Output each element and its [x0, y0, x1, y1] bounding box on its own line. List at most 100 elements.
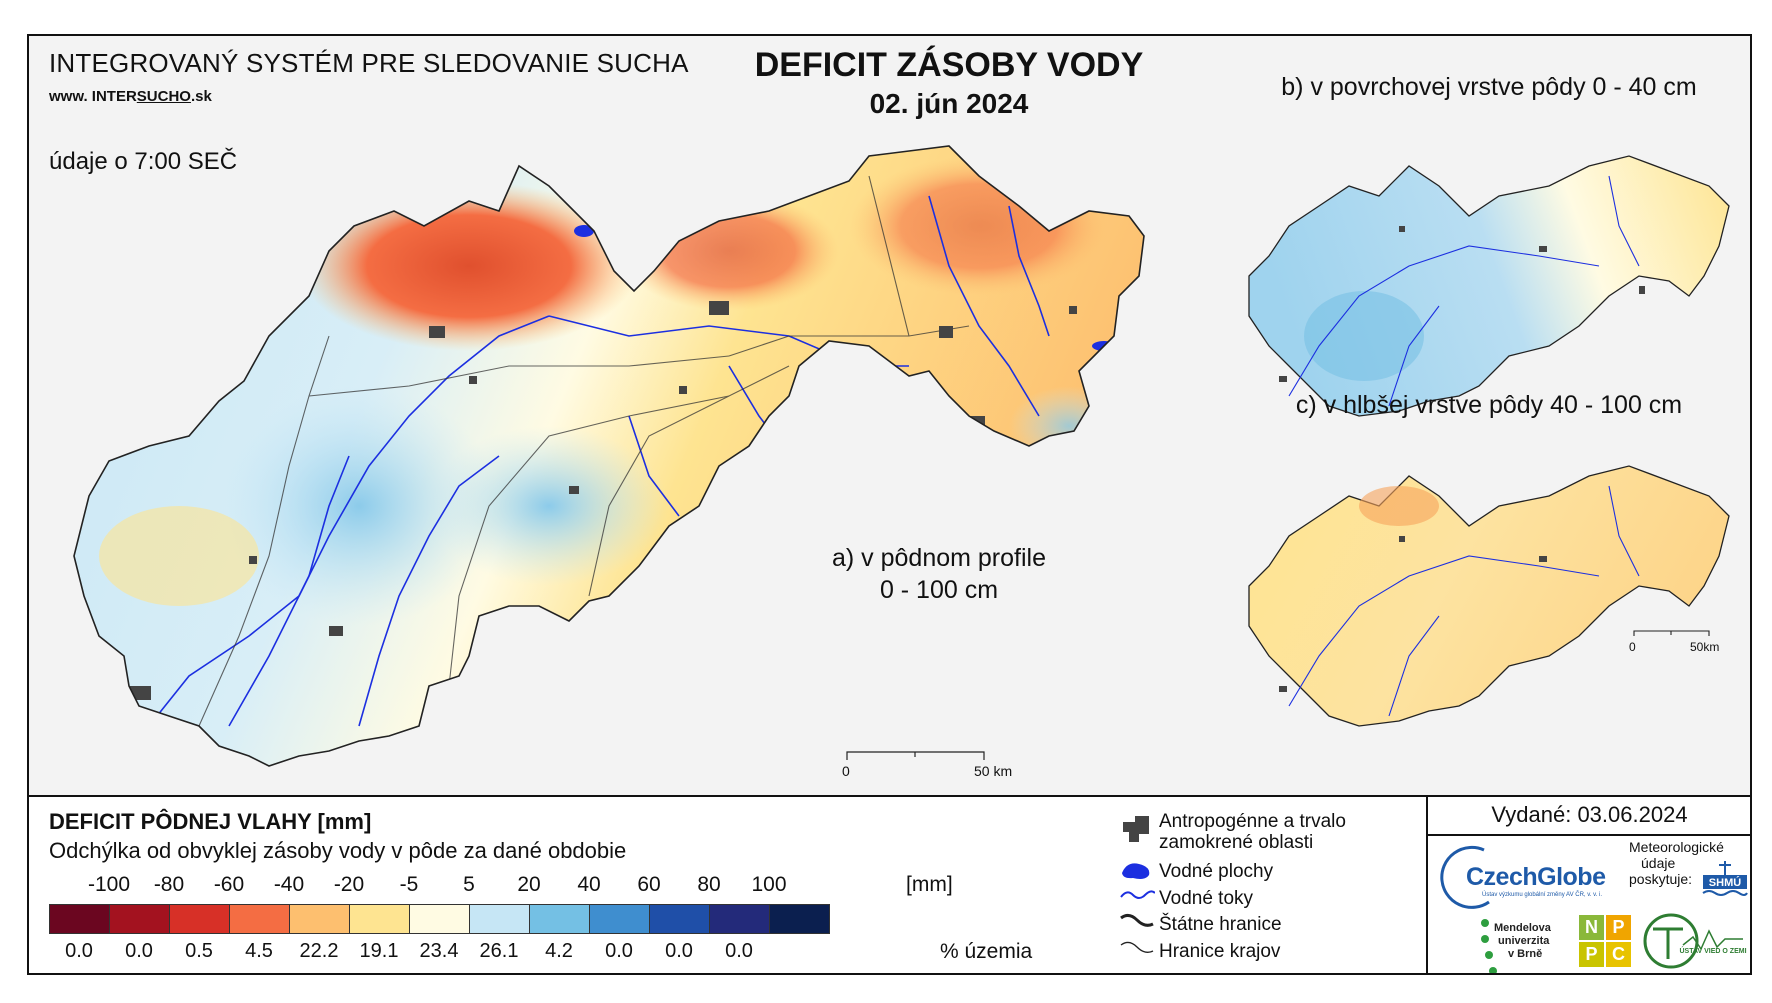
map-c — [1248, 465, 1730, 727]
main-title: DEFICIT ZÁSOBY VODY — [754, 46, 1144, 84]
symbol-river-label: Vodné toky — [1159, 888, 1254, 909]
scale-main-end: 50 km — [974, 763, 1013, 779]
shmu-logo-icon: SHMÚ — [1702, 861, 1748, 896]
nppc-p2: P — [1579, 942, 1604, 967]
mendel-line3: v Brně — [1508, 948, 1543, 960]
mendel-line1: Mendelova — [1494, 922, 1551, 934]
legend-pct-unit: % územia — [940, 940, 1033, 963]
legend-percent: 23.4 — [419, 940, 459, 962]
legend-percent: 0.0 — [65, 940, 93, 962]
meteo-line2: údaje — [1641, 855, 1676, 871]
water-body-icon — [1122, 863, 1150, 879]
svg-text:ÚSTAV VIED O ZEMI: ÚSTAV VIED O ZEMI — [1679, 946, 1746, 955]
legend-tick: -40 — [273, 873, 305, 896]
czechglobe-logo-text: CzechGlobe — [1466, 863, 1606, 891]
legend-tick: -100 — [87, 873, 131, 896]
map-c-label: c) v hlbšej vrstve pôdy 40 - 100 cm — [1295, 391, 1683, 419]
legend-swatch — [409, 904, 470, 934]
legend-percent: 4.5 — [245, 940, 273, 962]
legend-tick: -5 — [399, 873, 419, 896]
map-date: 02. jún 2024 — [869, 88, 1029, 119]
legend-swatch — [469, 904, 530, 934]
system-title: INTEGROVANÝ SYSTÉM PRE SLEDOVANIE SUCHA — [49, 48, 689, 78]
legend-percent: 4.2 — [545, 940, 573, 962]
legend-percent: 26.1 — [479, 940, 519, 962]
legend-tick: 100 — [751, 873, 787, 896]
scale-small-end: 50km — [1690, 640, 1720, 654]
mendel-text: Mendelova univerzita v Brně — [1494, 922, 1551, 961]
uvz-logo-icon: ÚSTAV VIED O ZEMI — [1643, 913, 1747, 969]
legend-swatch — [649, 904, 710, 934]
legend-subtitle: Odchýlka od obvyklej zásoby vody v pôde … — [49, 838, 627, 863]
map-a-label-line2: 0 - 100 cm — [879, 576, 999, 604]
legend-percent: 22.2 — [299, 940, 339, 962]
map-a-label-line1: a) v pôdnom profile — [831, 544, 1046, 572]
map-b-label: b) v povrchovej vrstve pôdy 0 - 40 cm — [1281, 73, 1697, 101]
legend-divider — [1426, 797, 1428, 973]
legend-swatch — [709, 904, 770, 934]
legend-swatch — [589, 904, 650, 934]
legend-panel: DEFICIT PÔDNEJ VLAHY [mm] Odchýlka od ob… — [29, 795, 1750, 973]
mendel-line2: univerzita — [1498, 935, 1550, 947]
main-map-fill — [74, 146, 1144, 766]
scale-bar-main — [846, 751, 985, 760]
scale-small-zero: 0 — [1629, 640, 1636, 654]
nppc-logo: N P P C — [1579, 915, 1631, 967]
legend-swatch — [49, 904, 110, 934]
rivers — [148, 195, 1050, 727]
issued-divider — [1426, 834, 1750, 836]
legend-tick: 60 — [637, 873, 661, 896]
symbol-water-label: Vodné plochy — [1159, 861, 1274, 882]
url-underlined: SUCHO — [136, 88, 191, 105]
legend-swatch — [229, 904, 290, 934]
region-borders — [198, 175, 970, 727]
urban-area-icon — [1123, 816, 1149, 842]
legend-swatch — [769, 904, 830, 934]
legend-percent: 0.5 — [185, 940, 213, 962]
symbol-state-border-label: Štátne hranice — [1159, 914, 1282, 935]
legend-title: DEFICIT PÔDNEJ VLAHY [mm] — [49, 809, 372, 834]
meteo-line3: poskytuje: — [1629, 871, 1693, 887]
legend-tick: 20 — [517, 873, 541, 896]
nppc-c: C — [1606, 942, 1631, 967]
legend-swatch — [529, 904, 590, 934]
meteo-provider: Meteorologické údaje poskytuje: — [1629, 839, 1724, 887]
url-suffix: .sk — [190, 88, 212, 105]
legend-tick: -60 — [213, 873, 245, 896]
scale-main-zero: 0 — [842, 763, 850, 779]
legend-tick: 5 — [463, 873, 475, 896]
map-frame: INTEGROVANÝ SYSTÉM PRE SLEDOVANIE SUCHA … — [27, 34, 1752, 975]
legend-swatch — [169, 904, 230, 934]
state-border-icon — [1120, 913, 1154, 927]
nppc-n: N — [1579, 915, 1604, 940]
url-prefix: www. INTER — [49, 88, 137, 105]
website-url[interactable]: www. INTERSUCHO.sk — [49, 88, 212, 105]
legend-swatch — [109, 904, 170, 934]
legend-percent: 0.0 — [125, 940, 153, 962]
symbol-urban-label: Antropogénne a trvalo zamokrené oblasti — [1159, 811, 1346, 853]
nppc-p1: P — [1606, 915, 1631, 940]
mendel-logo-icon — [1481, 919, 1497, 973]
legend-tick: -80 — [153, 873, 185, 896]
symbol-region-border-label: Hranice krajov — [1159, 941, 1281, 962]
water-body — [574, 225, 594, 237]
data-time: údaje o 7:00 SEČ — [49, 148, 238, 175]
main-map — [73, 145, 1145, 767]
czechglobe-subtitle: Ústav výzkumu globální změny AV ČR, v. v… — [1482, 892, 1603, 898]
legend-percent: 0.0 — [725, 940, 753, 962]
legend-tick: 40 — [577, 873, 601, 896]
legend-swatch — [289, 904, 350, 934]
legend-tick: 80 — [697, 873, 721, 896]
legend-percent: 0.0 — [665, 940, 693, 962]
region-border-icon — [1120, 941, 1154, 953]
legend-percent: 19.1 — [359, 940, 399, 962]
svg-text:SHMÚ: SHMÚ — [1709, 876, 1741, 889]
legend-unit: [mm] — [906, 873, 953, 896]
legend-percent: 0.0 — [605, 940, 633, 962]
legend-swatch — [349, 904, 410, 934]
state-border — [73, 145, 1145, 767]
scale-bar-small — [1633, 630, 1710, 636]
map-b — [1248, 155, 1730, 417]
river-icon — [1120, 890, 1155, 899]
czechglobe-logo-icon — [1440, 845, 1490, 909]
